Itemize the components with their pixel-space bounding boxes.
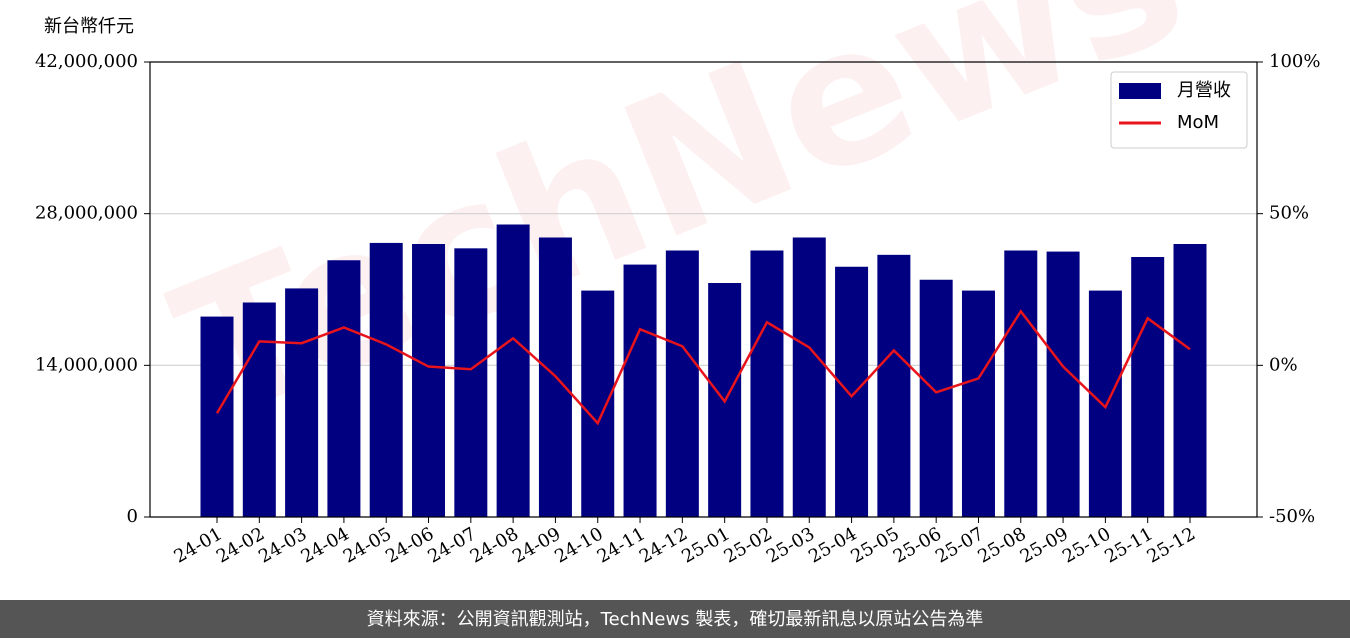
bar	[792, 237, 826, 517]
bar	[285, 288, 319, 517]
bar	[835, 266, 869, 517]
y2-tick-label: -50%	[1269, 506, 1315, 527]
bar	[200, 316, 234, 517]
legend-label: MoM	[1177, 112, 1219, 133]
legend-label: 月營收	[1177, 80, 1231, 101]
bar	[1004, 250, 1038, 517]
bar	[877, 254, 911, 518]
bar	[1088, 290, 1122, 517]
bar	[750, 250, 784, 517]
bar	[1131, 257, 1165, 517]
bar	[623, 264, 657, 517]
bar	[412, 244, 446, 517]
bar	[581, 290, 615, 517]
line	[215, 309, 1191, 426]
bar	[919, 279, 953, 517]
legend-swatch	[1119, 83, 1161, 99]
bar	[961, 290, 995, 517]
bar	[665, 250, 699, 517]
bar	[1046, 251, 1080, 518]
y-tick-label: 42,000,000	[35, 51, 138, 72]
y2-tick-label: 100%	[1269, 51, 1320, 72]
bar	[454, 248, 488, 518]
footer-text: 資料來源：公開資訊觀測站，TechNews 製表，確切最新訊息以原站公告為準	[367, 609, 984, 630]
y2-tick-label: 0%	[1269, 354, 1298, 375]
footer-bar	[0, 600, 1350, 638]
legend: 月營收 MoM	[1110, 71, 1248, 149]
y-tick-label: 14,000,000	[35, 354, 138, 375]
bar	[1173, 244, 1207, 517]
bar	[327, 260, 361, 517]
y-tick-label: 0	[127, 506, 138, 527]
bar	[496, 224, 530, 517]
bar	[369, 242, 403, 517]
y2-tick-label: 50%	[1269, 203, 1309, 224]
y-tick-label: 28,000,000	[35, 203, 138, 224]
bar	[242, 302, 276, 517]
y-axis-label: 新台幣仟元	[44, 16, 134, 37]
plot-frame	[149, 61, 1258, 518]
